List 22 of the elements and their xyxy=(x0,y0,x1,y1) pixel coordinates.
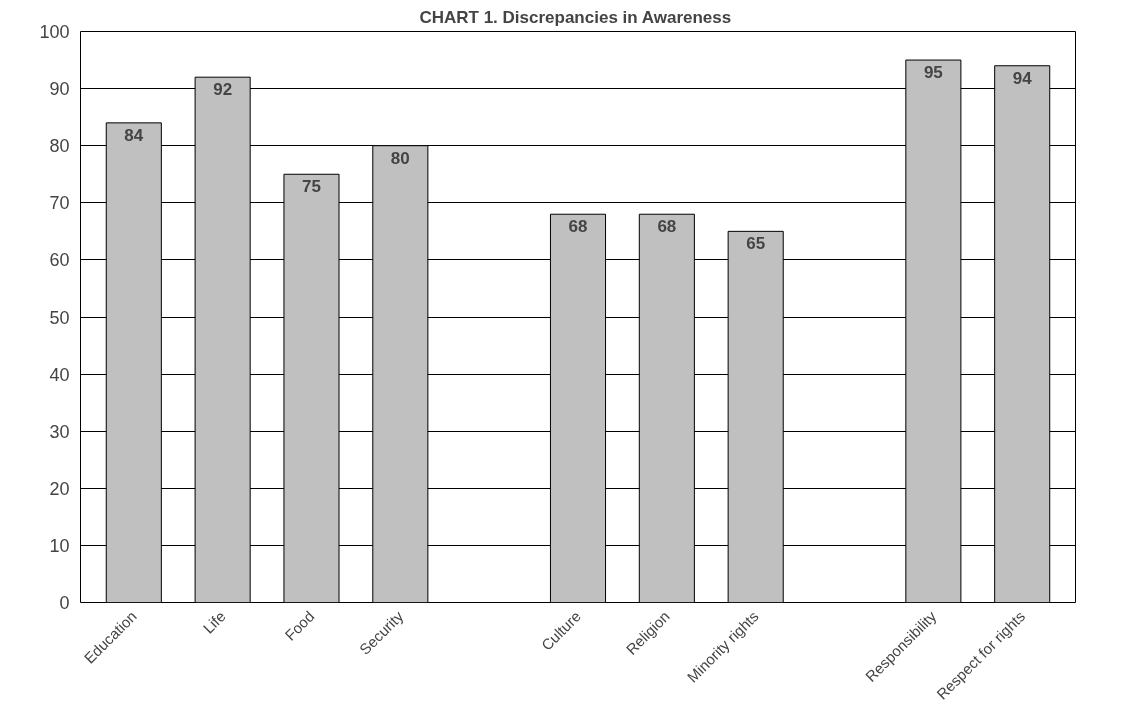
y-tick-label: 70 xyxy=(49,193,70,214)
y-tick-label: 100 xyxy=(39,22,70,42)
y-tick-label: 90 xyxy=(49,79,70,100)
data-label: 68 xyxy=(657,217,677,237)
data-label: 68 xyxy=(568,217,588,237)
y-tick-label: 10 xyxy=(49,535,70,556)
y-tick-label: 80 xyxy=(49,136,70,157)
data-label: 95 xyxy=(923,63,943,83)
y-tick-label: 30 xyxy=(49,421,70,442)
y-tick-label: 50 xyxy=(49,307,70,328)
y-tick-label: 40 xyxy=(49,364,70,385)
data-label: 92 xyxy=(213,80,233,100)
y-tick-label: 60 xyxy=(49,250,70,271)
data-label: 84 xyxy=(124,125,144,145)
data-label: 65 xyxy=(746,234,766,254)
y-tick-label: 0 xyxy=(59,593,70,613)
data-label: 75 xyxy=(302,177,321,197)
data-label: 94 xyxy=(1012,68,1033,88)
y-tick-label: 20 xyxy=(49,478,70,499)
data-label: 80 xyxy=(390,148,410,168)
x-tick-label: Life xyxy=(199,607,229,637)
chart-title: CHART 1. Discrepancies in Awareness xyxy=(419,7,732,27)
